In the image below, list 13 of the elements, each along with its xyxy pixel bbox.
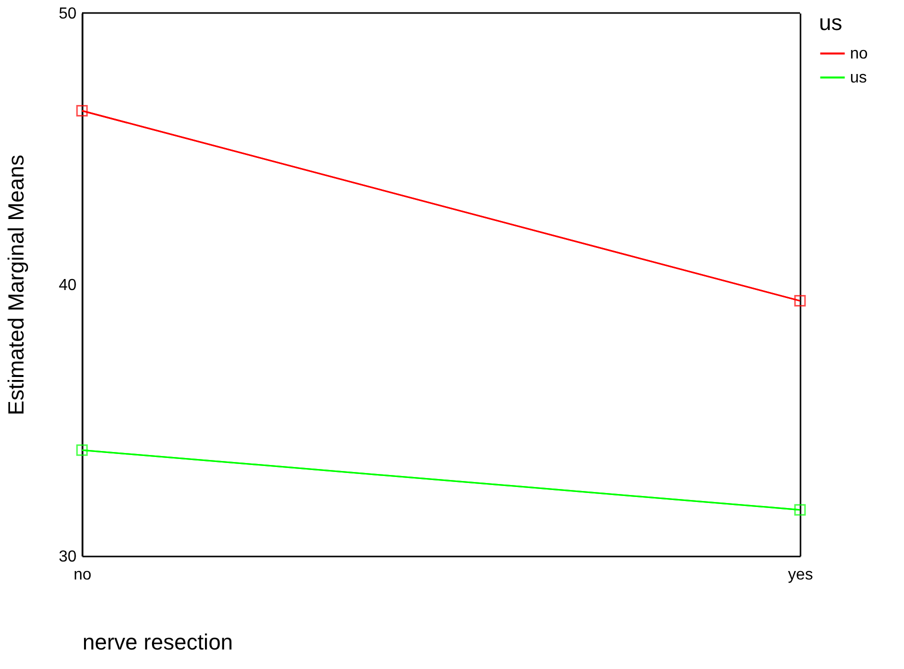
y-tick-label: 40 [58,277,77,294]
y-tick-label: 30 [58,548,77,566]
point [76,104,88,116]
point [794,295,806,307]
legend-title: us [819,10,842,35]
legend-label: us [850,70,867,86]
legend-label: no [850,46,868,62]
x-tick-label: yes [788,566,813,584]
x-axis-title: nerve resection [82,630,233,654]
y-tick-label: 50 [58,6,77,22]
y-axis-title: Estimated Marginal Means [4,154,29,416]
point [794,504,806,516]
point [76,444,88,456]
